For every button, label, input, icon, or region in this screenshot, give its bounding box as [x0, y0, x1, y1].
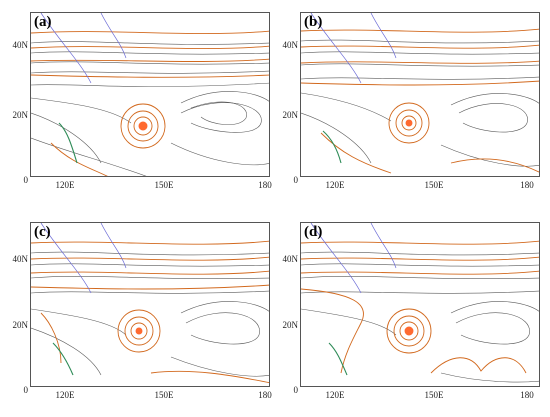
x-tick-180-d: 180	[520, 390, 534, 400]
vortex-b	[388, 102, 430, 144]
y-tick-40n-d: 40N	[282, 254, 299, 264]
map-plot-a: (a)	[30, 12, 270, 177]
panel-label-d: (d)	[304, 224, 323, 240]
x-tick-120e-b: 120E	[325, 180, 345, 190]
panel-label-b: (b)	[304, 14, 323, 30]
panel-label-a: (a)	[34, 14, 52, 30]
x-tick-120e-a: 120E	[55, 180, 75, 190]
x-tick-180-b: 180	[520, 180, 534, 190]
panel-a: (a) 40N 20N 0 120E 150E 180	[13, 12, 272, 190]
streamline-field-a	[31, 13, 269, 176]
panel-label-c: (c)	[34, 224, 51, 240]
streamline-field-b	[301, 13, 539, 174]
x-tick-150e-d: 150E	[424, 390, 444, 400]
y-tick-20n-b: 20N	[282, 110, 299, 120]
map-plot-d: (d)	[300, 222, 540, 387]
y-tick-20n-d: 20N	[282, 320, 299, 330]
streamline-field-c	[31, 223, 269, 384]
y-tick-40n-c: 40N	[12, 254, 29, 264]
map-plot-c: (c)	[30, 222, 270, 387]
y-tick-40n-b: 40N	[282, 40, 299, 50]
x-tick-120e-d: 120E	[325, 390, 345, 400]
x-tick-150e-b: 150E	[424, 180, 444, 190]
x-tick-150e-a: 150E	[154, 180, 174, 190]
y-tick-40n-a: 40N	[12, 40, 29, 50]
y-tick-0-c: 0	[23, 385, 29, 395]
vortex-a	[120, 103, 166, 149]
y-tick-20n-c: 20N	[12, 320, 29, 330]
x-tick-150e-c: 150E	[154, 390, 174, 400]
x-tick-180-a: 180	[258, 180, 272, 190]
vortex-d	[386, 308, 432, 354]
x-tick-180-c: 180	[258, 390, 272, 400]
y-tick-0-b: 0	[293, 175, 299, 185]
y-tick-0-a: 0	[23, 175, 29, 185]
vortex-c	[117, 309, 161, 353]
streamline-field-d	[301, 223, 539, 383]
y-tick-0-d: 0	[293, 385, 299, 395]
y-tick-20n-a: 20N	[12, 110, 29, 120]
panel-d: (d) 40N 20N 0 120E 150E 180	[283, 222, 540, 400]
map-plot-b: (b)	[300, 12, 540, 177]
panel-c: (c) 40N 20N 0 120E 150E 180	[13, 222, 272, 400]
x-tick-120e-c: 120E	[55, 390, 75, 400]
panel-b: (b) 40N 20N 0 120E 150E 180	[283, 12, 540, 190]
